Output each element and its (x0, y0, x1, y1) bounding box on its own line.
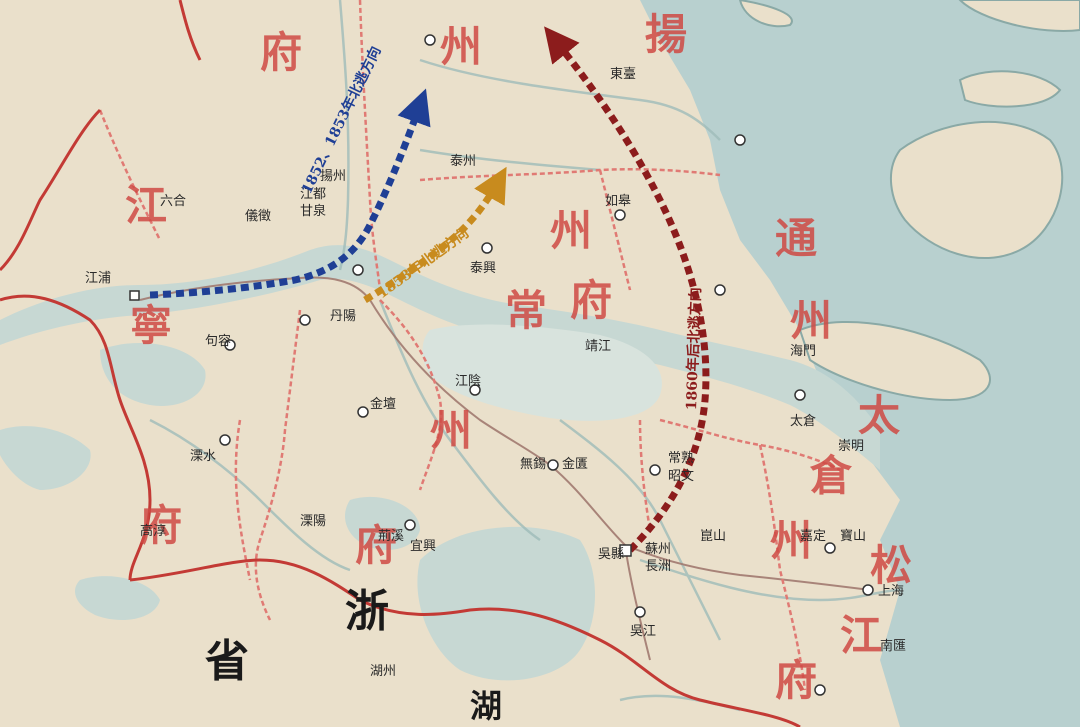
region-label: 府 (260, 28, 303, 77)
place-label: 江都 (300, 187, 327, 202)
route-1852-1853-line (149, 88, 431, 299)
place-label: 崇明 (838, 439, 865, 454)
place-label: 常熟 (668, 451, 695, 466)
place-label: 無錫 (520, 457, 547, 472)
place-label: 金匱 (562, 457, 589, 472)
place-label: 吳縣 (598, 547, 625, 562)
place-label: 上海 (878, 584, 905, 599)
place-label: 泰興 (470, 261, 497, 276)
island (738, 0, 793, 28)
prefecture-borders (98, 0, 841, 691)
region-label: 寧 (130, 301, 173, 350)
place-label: 長洲 (645, 559, 672, 574)
region-label: 松 (870, 541, 913, 590)
island (958, 70, 1062, 108)
region-label: 江 (840, 611, 883, 660)
place-label: 泰州 (450, 154, 477, 169)
lake (0, 426, 91, 490)
region-label: 府 (140, 501, 183, 550)
place-label: 南匯 (880, 639, 907, 654)
place-label: 六合 (160, 194, 187, 209)
region-label: 府 (570, 276, 613, 325)
place-label: 寶山 (840, 529, 867, 544)
place-label: 儀徵 (245, 209, 272, 224)
region-label: 州 (550, 206, 593, 255)
place-label: 揚州 (320, 169, 347, 184)
region-label: 湖 (470, 687, 503, 725)
lake (75, 576, 160, 620)
island (889, 120, 1064, 259)
place-label: 丹陽 (330, 309, 357, 324)
place-label: 嘉定 (800, 529, 827, 544)
chongming-island (798, 320, 991, 402)
place-label: 海門 (790, 344, 817, 359)
place-label: 蘇州 (645, 542, 672, 557)
place-label: 高淳 (140, 524, 167, 539)
region-label: 府 (355, 521, 398, 570)
place-label: 太倉 (790, 414, 817, 429)
place-label: 東臺 (610, 67, 637, 82)
lake (345, 496, 420, 550)
route-1853-line (363, 166, 507, 304)
route-1860-label: 1860年后北逃方向 (684, 287, 705, 411)
region-label: 通 (775, 214, 818, 263)
place-label: 溧陽 (300, 514, 327, 529)
region-label: 太 (858, 391, 901, 440)
region-label: 倉 (810, 451, 853, 500)
region-label: 州 (790, 296, 833, 345)
region-label: 揚 (645, 10, 688, 59)
place-label: 靖江 (585, 339, 612, 354)
place-label: 如皋 (605, 194, 632, 209)
place-label: 溧水 (190, 449, 217, 464)
route-1860-line (544, 26, 710, 553)
city-markers (129, 34, 874, 696)
region-label: 江 (125, 181, 168, 230)
place-label: 崑山 (700, 529, 727, 544)
place-label: 江陰 (455, 374, 482, 389)
place-label: 昭文 (668, 469, 695, 484)
lake (100, 342, 206, 406)
place-label: 宜興 (410, 539, 437, 554)
province-borders (0, 0, 801, 727)
yangtze-river (0, 245, 880, 470)
region-label: 州 (440, 22, 483, 71)
tai-lake (417, 526, 595, 681)
place-label: 甘泉 (300, 204, 327, 219)
region-label: 省 (205, 636, 249, 687)
region-label: 州 (430, 406, 473, 455)
lake (422, 324, 662, 421)
region-label: 州 (770, 516, 813, 565)
place-label: 荊溪 (378, 529, 405, 544)
place-label: 湖州 (370, 664, 397, 679)
place-label: 江浦 (85, 271, 112, 286)
place-label: 句容 (205, 334, 232, 349)
region-label: 府 (775, 656, 818, 705)
place-label: 吳江 (630, 624, 657, 639)
place-label: 金壇 (370, 397, 397, 412)
region-label: 浙 (345, 586, 389, 637)
region-label: 常 (505, 286, 548, 335)
